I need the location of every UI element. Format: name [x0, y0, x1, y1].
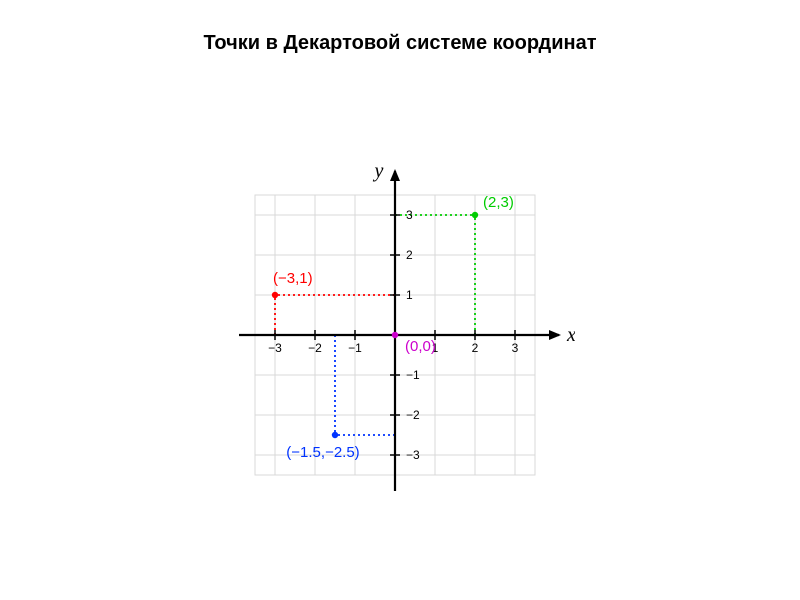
- svg-text:2: 2: [472, 341, 479, 355]
- svg-text:(−1.5,−2.5): (−1.5,−2.5): [286, 444, 359, 461]
- svg-text:1: 1: [406, 288, 413, 302]
- svg-text:(2,3): (2,3): [483, 194, 514, 211]
- svg-text:y: y: [373, 160, 384, 182]
- svg-text:−2: −2: [308, 341, 322, 355]
- svg-text:(−3,1): (−3,1): [273, 270, 313, 287]
- svg-text:−3: −3: [406, 448, 420, 462]
- svg-text:3: 3: [406, 208, 413, 222]
- svg-text:−1: −1: [406, 368, 420, 382]
- chart-title: Точки в Декартовой системе координат: [0, 32, 800, 55]
- svg-text:−3: −3: [268, 341, 282, 355]
- svg-text:x: x: [566, 324, 575, 346]
- svg-text:2: 2: [406, 248, 413, 262]
- svg-text:(0,0): (0,0): [405, 338, 436, 355]
- coordinate-chart: −3−2−1123−3−2−1123xy(2,3)(−3,1)(−1.5,−2.…: [215, 155, 575, 515]
- svg-text:3: 3: [512, 341, 519, 355]
- svg-text:−1: −1: [348, 341, 362, 355]
- svg-text:−2: −2: [406, 408, 420, 422]
